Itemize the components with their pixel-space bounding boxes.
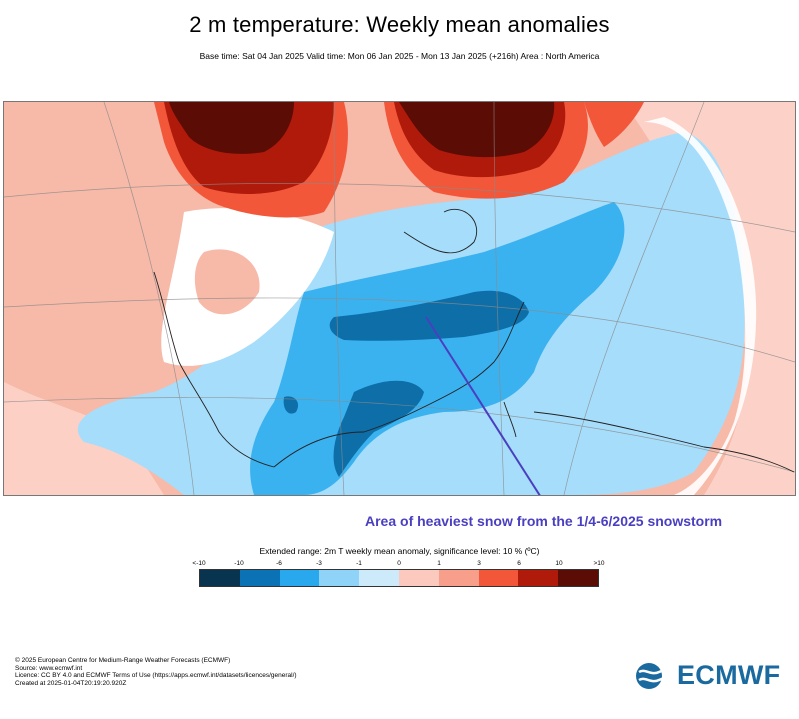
dark-blue-core [283, 396, 299, 414]
created-line: Created at 2025-01-04T20:19:20.920Z [15, 679, 127, 687]
legend-tick: 3 [477, 560, 481, 567]
copyright-line: © 2025 European Centre for Medium-Range … [15, 657, 231, 664]
legend-swatch [319, 570, 360, 586]
legend-title: Extended range: 2m T weekly mean anomaly… [259, 546, 540, 556]
footer: © 2025 European Centre for Medium-Range … [15, 657, 297, 687]
legend-tick: >10 [593, 560, 605, 567]
annotation-arrow [425, 316, 541, 495]
legend-tick: 1 [437, 560, 441, 567]
darkest-red-region [169, 102, 294, 154]
anomaly-map [3, 101, 796, 496]
legend-ticks: <-10 -10 -6 -3 -1 0 1 3 6 10 >10 [192, 560, 604, 569]
coastline [153, 208, 795, 473]
legend-swatch [518, 570, 559, 586]
legend-swatch [200, 570, 240, 586]
legend-tick: 0 [397, 560, 401, 567]
source-line: Source: www.ecmwf.int [15, 664, 83, 672]
legend-swatch [359, 570, 399, 586]
chart-title: 2 m temperature: Weekly mean anomalies [189, 12, 610, 37]
legend-tick: -3 [316, 560, 322, 567]
licence-line: Licence: CC BY 4.0 and ECMWF Terms of Us… [15, 672, 297, 680]
legend-tick: <-10 [192, 560, 206, 567]
ecmwf-logo: ECMWF [635, 660, 780, 691]
legend-swatch [279, 570, 320, 586]
dark-blue-core [329, 290, 529, 341]
darkest-red-region [399, 102, 555, 158]
legend-tick: -1 [356, 560, 362, 567]
graticule [4, 102, 795, 495]
legend-swatch [239, 570, 280, 586]
ecmwf-logo-icon [636, 662, 671, 689]
pale-pink-region [624, 102, 795, 495]
red-region [584, 102, 644, 147]
legend-swatch [558, 570, 598, 586]
legend-swatch [438, 570, 479, 586]
chart-subtitle: Base time: Sat 04 Jan 2025 Valid time: M… [199, 51, 600, 61]
legend-tick: 6 [517, 560, 521, 567]
white-boundary [644, 117, 757, 495]
snowstorm-annotation: Area of heaviest snow from the 1/4-6/202… [365, 513, 723, 529]
legend-colorbar [199, 569, 599, 587]
legend-tick: -10 [234, 560, 244, 567]
legend-tick: 10 [555, 560, 563, 567]
legend-tick: -6 [276, 560, 282, 567]
logo-text: ECMWF [677, 660, 781, 690]
legend-swatch [398, 570, 439, 586]
legend-swatch [478, 570, 519, 586]
